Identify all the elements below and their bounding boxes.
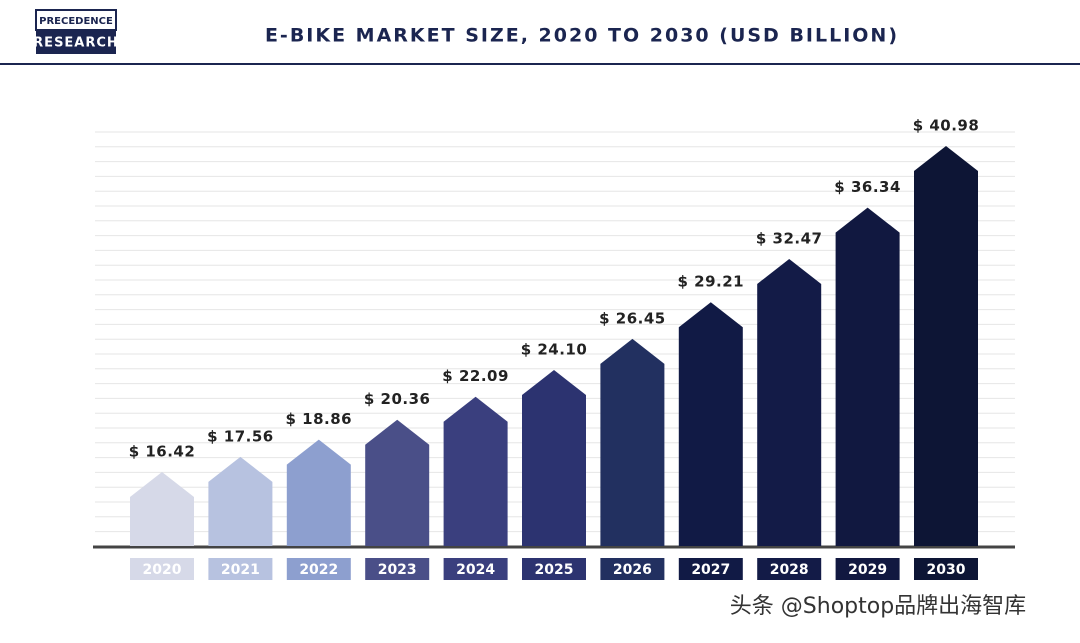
- category-box: [600, 558, 665, 580]
- chart-title: E-BIKE MARKET SIZE, 2020 TO 2030 (USD BI…: [265, 25, 899, 47]
- value-label: $ 22.09: [442, 367, 509, 385]
- category-box: [914, 558, 978, 580]
- category-box: [757, 558, 822, 580]
- x-tick-label: 2022: [299, 562, 338, 578]
- bar: [757, 258, 822, 546]
- value-label: $ 26.45: [599, 309, 666, 327]
- value-label: $ 40.98: [913, 117, 980, 135]
- value-label: $ 16.42: [129, 443, 196, 461]
- bar: [208, 456, 273, 546]
- bar: [443, 396, 508, 546]
- category-box: [678, 558, 743, 580]
- logo-text: PRECEDENCE: [39, 16, 113, 27]
- bar: [835, 207, 900, 546]
- bar: [600, 338, 665, 546]
- x-tick-label: 2025: [535, 562, 574, 578]
- value-label: $ 29.21: [677, 273, 744, 291]
- value-label: $ 32.47: [756, 229, 823, 247]
- bar: [678, 302, 743, 546]
- x-tick-label: 2029: [848, 562, 887, 578]
- bar: [522, 370, 586, 546]
- logo-top: [35, 9, 117, 31]
- x-tick-label: 2020: [143, 562, 182, 578]
- value-label: $ 36.34: [834, 178, 901, 196]
- watermark: 头条 @Shoptop品牌出海智库: [730, 594, 1026, 619]
- x-tick-label: 2024: [456, 562, 495, 578]
- category-box: [443, 558, 508, 580]
- x-tick-label: 2028: [770, 562, 809, 578]
- x-tick-label: 2023: [378, 562, 417, 578]
- x-tick-label: 2027: [691, 562, 730, 578]
- category-box: [365, 558, 430, 580]
- value-label: $ 24.10: [521, 341, 588, 359]
- bar: [130, 472, 194, 546]
- value-label: $ 18.86: [285, 410, 352, 428]
- bar: [914, 146, 978, 546]
- category-box: [208, 558, 273, 580]
- x-tick-label: 2021: [221, 562, 260, 578]
- x-tick-label: 2030: [927, 562, 966, 578]
- x-tick-label: 2026: [613, 562, 652, 578]
- logo-text: RESEARCH: [33, 36, 119, 51]
- value-label: $ 17.56: [207, 427, 274, 445]
- bar: [365, 419, 430, 546]
- value-label: $ 20.36: [364, 390, 431, 408]
- category-box: [286, 558, 351, 580]
- bar: [286, 439, 351, 546]
- category-box: [130, 558, 194, 580]
- category-box: [522, 558, 586, 580]
- category-box: [835, 558, 900, 580]
